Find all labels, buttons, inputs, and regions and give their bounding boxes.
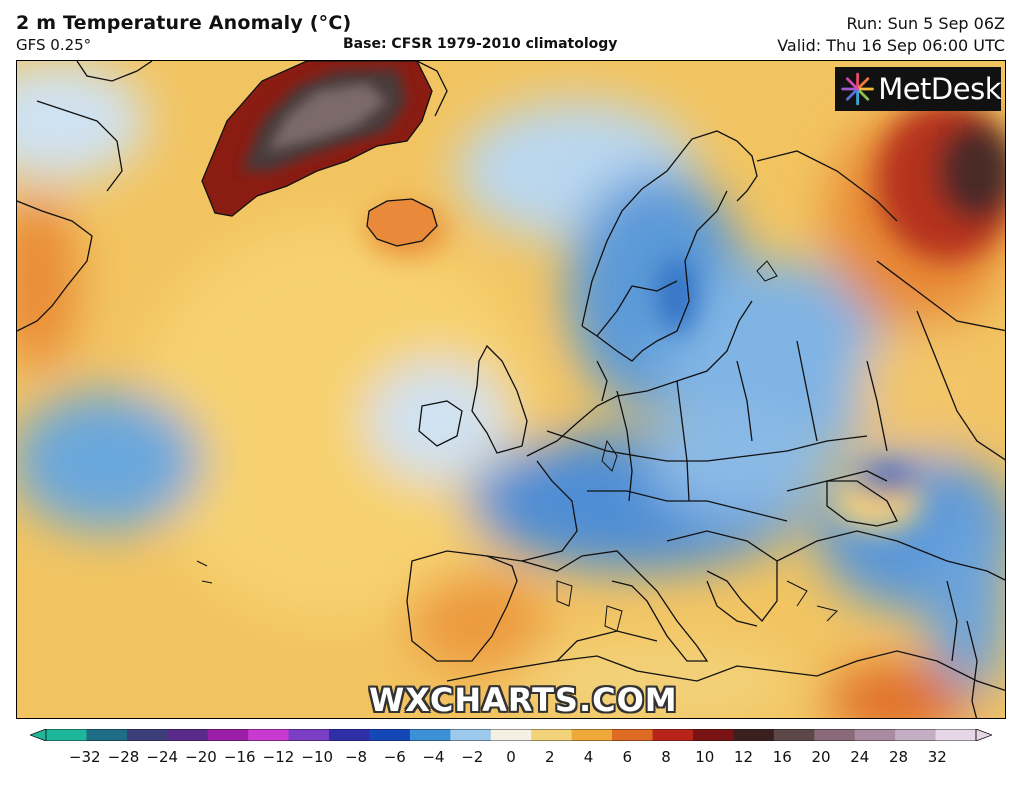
iceland xyxy=(366,198,438,247)
colorbar-tick-label: −8 xyxy=(344,748,368,766)
warm-anomaly-iberia xyxy=(407,571,547,671)
colorbar-segment xyxy=(329,729,371,741)
colorbar-segment xyxy=(207,729,249,741)
colorbar-tick-label: −28 xyxy=(107,748,140,766)
colorbar-segment xyxy=(46,729,88,741)
colorbar-segment xyxy=(288,729,330,741)
metdesk-logo: MetDesk xyxy=(835,67,1001,111)
colorbar-segment xyxy=(895,729,937,741)
colorbar-segment xyxy=(409,729,451,741)
chart-title: 2 m Temperature Anomaly (°C) xyxy=(16,12,352,34)
colorbar-segment xyxy=(490,729,532,741)
cold-anomaly-atlantic xyxy=(17,391,202,531)
colorbar-segment xyxy=(531,729,573,741)
colorbar-tick-label: −10 xyxy=(301,748,334,766)
metdesk-logo-text: MetDesk xyxy=(878,72,1001,106)
colorbar-segment xyxy=(854,729,896,741)
colorbar-segment xyxy=(369,729,411,741)
colorbar-tick-label: −20 xyxy=(185,748,217,766)
run-time-label: Run: Sun 5 Sep 06Z xyxy=(846,14,1005,33)
map-canvas xyxy=(17,61,1005,718)
colorbar-tick-label: 20 xyxy=(811,748,831,766)
colorbar-tick-label: 32 xyxy=(927,748,947,766)
colorbar-segment xyxy=(612,729,654,741)
colorbar-segment xyxy=(935,729,977,741)
colorbar-segment xyxy=(248,729,290,741)
colorbar-tick-label: 28 xyxy=(888,748,909,766)
colorbar-tick-label: −4 xyxy=(422,748,445,766)
colorbar-tick-label: −16 xyxy=(223,748,256,766)
valid-time-label: Valid: Thu 16 Sep 06:00 UTC xyxy=(777,36,1005,55)
colorbar-ticks: −32 −28 −24 −20 −16 −12 −10 −8 −6 −4 −2 0 2 4 6 8 10 12 16… xyxy=(0,748,1024,768)
metdesk-burst-icon xyxy=(841,72,874,106)
colorbar-tick-label: 8 xyxy=(661,748,671,766)
colorbar-tick-label: −6 xyxy=(383,748,406,766)
colorbar-segment xyxy=(814,729,856,741)
colorbar-tick-label: −2 xyxy=(461,748,484,766)
colorbar-segment xyxy=(652,729,694,741)
colorbar-max-arrow xyxy=(975,729,992,741)
colorbar-segment xyxy=(126,729,168,741)
colorbar-tick-label: 24 xyxy=(850,748,870,766)
colorbar-tick-label: 0 xyxy=(506,748,516,766)
colorbar-tick-label: −32 xyxy=(68,748,101,766)
colorbar-tick-label: 10 xyxy=(695,748,715,766)
colorbar-tick-label: 12 xyxy=(733,748,754,766)
islands xyxy=(196,260,838,632)
colorbar-tick-label: −24 xyxy=(146,748,179,766)
colorbar-tick-label: −12 xyxy=(262,748,295,766)
colorbar-segment xyxy=(86,729,128,741)
wxcharts-watermark: WXCHARTS.COM xyxy=(369,681,678,719)
colorbar-segment xyxy=(450,729,492,741)
colorbar-tick-label: 2 xyxy=(544,748,555,766)
anomaly-map: MetDesk WXCHARTS.COM xyxy=(16,60,1006,719)
warm-anomaly-north-africa xyxy=(827,661,967,718)
colorbar-segment xyxy=(692,729,734,741)
colorbar-outline xyxy=(45,729,977,741)
colorbar-segment xyxy=(571,729,613,741)
colorbar-tick-label: 6 xyxy=(622,748,633,766)
climatology-base-label: Base: CFSR 1979-2010 climatology xyxy=(343,36,618,52)
colorbar xyxy=(30,729,992,741)
colorbar-tick-label: 4 xyxy=(583,748,594,766)
coastlines xyxy=(17,61,1005,718)
colorbar-min-arrow xyxy=(30,729,47,741)
model-label: GFS 0.25° xyxy=(16,36,92,54)
colorbar-tick-label: 16 xyxy=(772,748,792,766)
colorbar-segment xyxy=(167,729,209,741)
colorbar-segment xyxy=(773,729,815,741)
greenland xyxy=(201,61,433,217)
colorbar-segment xyxy=(733,729,775,741)
